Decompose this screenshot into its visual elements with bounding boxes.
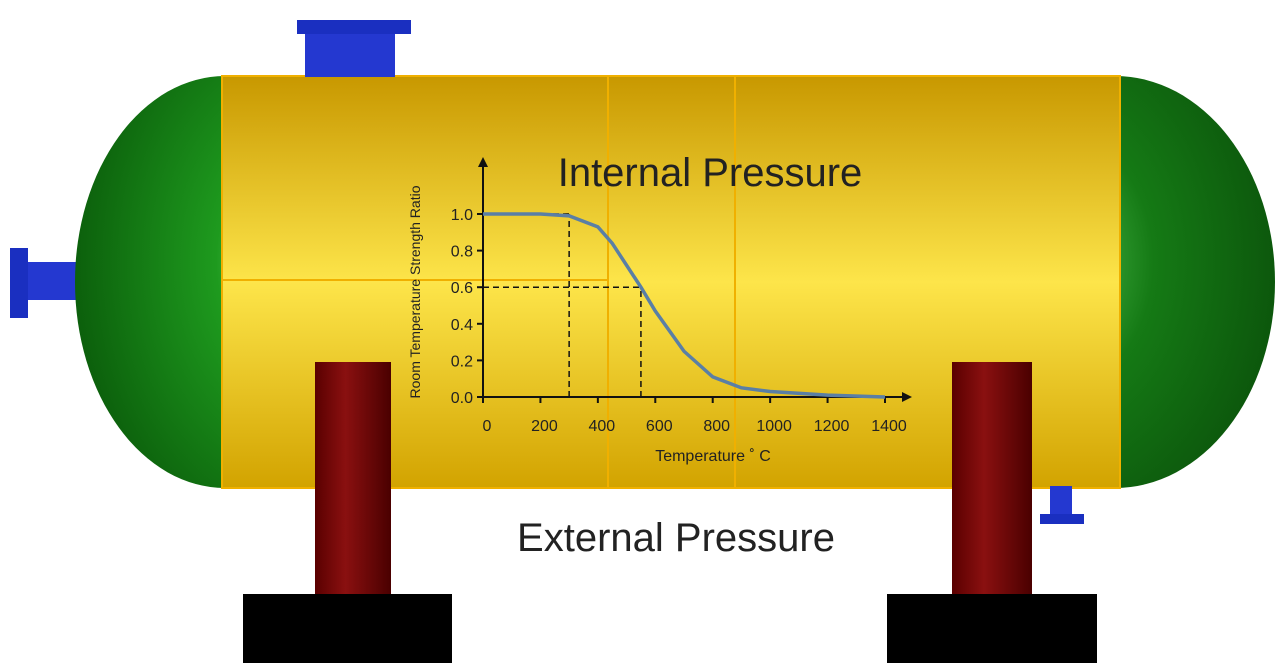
- x-tick-label: 1000: [756, 418, 792, 435]
- top-nozzle: [305, 33, 395, 77]
- y-tick-label: 0.8: [451, 244, 473, 261]
- x-tick-label: 1200: [814, 418, 850, 435]
- left-base: [243, 594, 452, 663]
- y-tick-label: 0.2: [451, 353, 473, 370]
- y-axis-label: Room Temperature Strength Ratio: [407, 185, 423, 398]
- y-tick-label: 0.0: [451, 390, 473, 407]
- x-tick-label: 600: [646, 418, 673, 435]
- x-tick-label: 0: [483, 418, 492, 435]
- y-arrow: [478, 157, 488, 167]
- left-support: [315, 362, 391, 596]
- strength-chart: Temperature ˚ C Room Temperature Strengt…: [407, 157, 912, 465]
- x-axis-label: Temperature ˚ C: [655, 448, 771, 465]
- right-support: [952, 362, 1032, 596]
- vessel: [10, 20, 1275, 663]
- x-tick-label: 800: [703, 418, 730, 435]
- right-base: [887, 594, 1097, 663]
- bottom-nozzle: [1050, 486, 1072, 516]
- y-tick-label: 0.6: [451, 280, 473, 297]
- x-tick-label: 200: [531, 418, 558, 435]
- y-tick-label: 0.4: [451, 317, 473, 334]
- left-flange: [10, 248, 28, 318]
- x-tick-label: 1400: [871, 418, 907, 435]
- x-arrow: [902, 392, 912, 402]
- internal-label: Internal Pressure: [558, 151, 863, 195]
- y-tick-label: 1.0: [451, 207, 473, 224]
- external-label: External Pressure: [517, 516, 835, 560]
- curve: [483, 212, 886, 399]
- left-nozzle: [28, 262, 80, 300]
- x-tick-label: 400: [589, 418, 616, 435]
- bottom-flange: [1040, 514, 1084, 524]
- top-flange: [297, 20, 411, 34]
